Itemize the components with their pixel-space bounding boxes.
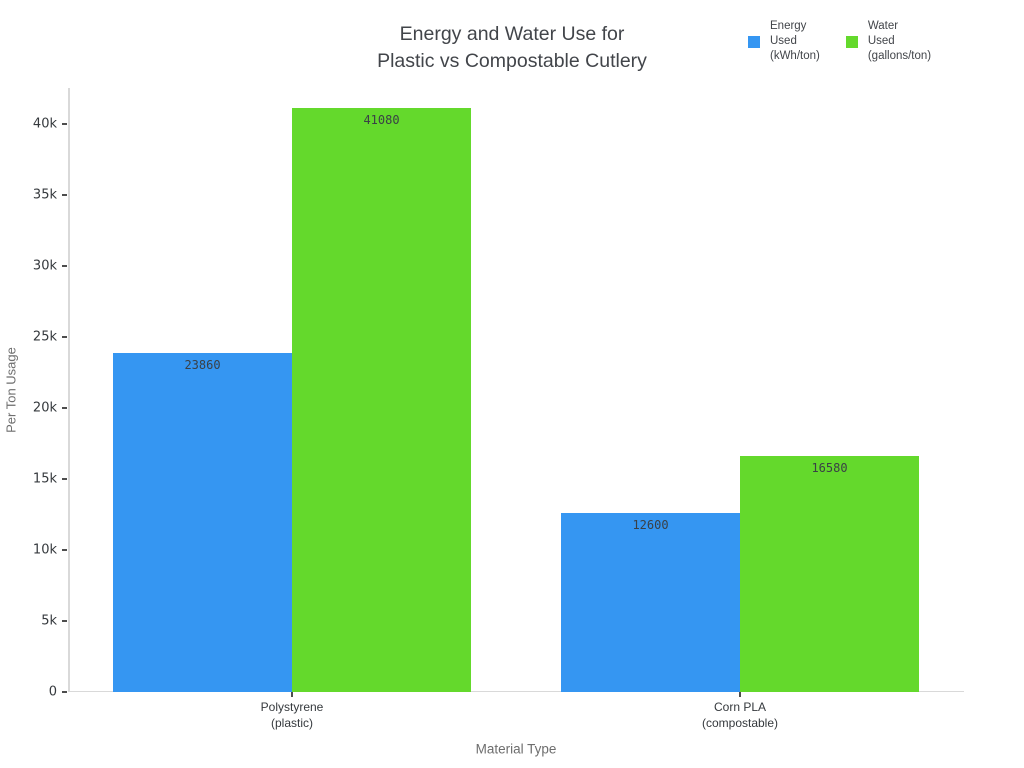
y-tick-label: 30k: [32, 258, 57, 274]
x-tick-mark: [291, 692, 293, 697]
plot-area: 0 5k 10k 15k 20k 25k 30k 35k 40k Polystyrene (pla…: [33, 88, 964, 730]
bar-water-polystyrene: [292, 108, 471, 692]
x-tick-mark: [739, 692, 741, 697]
x-axis-title: Material Type: [475, 741, 557, 757]
y-tick-label: 0: [48, 684, 57, 700]
legend-label: Energy Used (kWh/ton): [770, 20, 820, 62]
bar-energy-polystyrene: [113, 352, 292, 692]
y-axis-title: Per Ton Usage: [3, 347, 19, 433]
legend-item-energy[interactable]: Energy Used (kWh/ton): [748, 19, 820, 64]
x-axis-line: [68, 690, 964, 692]
legend-label: Water Used (gallons/ton): [867, 20, 932, 62]
y-axis-line: [68, 88, 70, 692]
y-tick-label: 25k: [32, 329, 57, 345]
bar-value-label: 41080: [363, 113, 400, 128]
x-tick-label: Corn PLA (compostable): [701, 700, 779, 730]
y-tick-mark: [62, 477, 67, 480]
y-tick-label: 10k: [32, 542, 57, 558]
x-tick-label: Polystyrene (plastic): [260, 700, 324, 730]
y-tick-mark: [62, 691, 67, 693]
y-tick-mark: [62, 335, 67, 338]
y-tick-mark: [62, 264, 67, 267]
y-tick-mark: [62, 548, 67, 551]
chart-title: Energy and Water Use for Plastic vs Comp…: [377, 23, 647, 72]
bar-value-label: 12600: [632, 517, 669, 532]
y-tick-label: 40k: [32, 116, 57, 132]
y-tick-label: 20k: [32, 400, 57, 416]
bar-water-corn-pla: [740, 456, 919, 692]
y-tick-mark: [62, 122, 67, 125]
y-tick-label: 15k: [32, 471, 57, 487]
legend: Energy Used (kWh/ton) Water Used (gallons…: [748, 19, 931, 64]
bar-value-label: 23860: [184, 357, 221, 372]
y-tick-mark: [62, 619, 67, 622]
y-tick-mark: [62, 193, 67, 196]
bar-value-label: 16580: [811, 461, 848, 476]
bar-energy-corn-pla: [561, 512, 740, 692]
y-tick-label: 35k: [32, 187, 57, 203]
legend-item-water[interactable]: Water Used (gallons/ton): [845, 19, 932, 64]
legend-swatch-energy: [748, 35, 760, 48]
y-tick-mark: [62, 406, 67, 409]
legend-swatch-water: [845, 35, 858, 48]
y-tick-label: 5k: [41, 613, 57, 629]
